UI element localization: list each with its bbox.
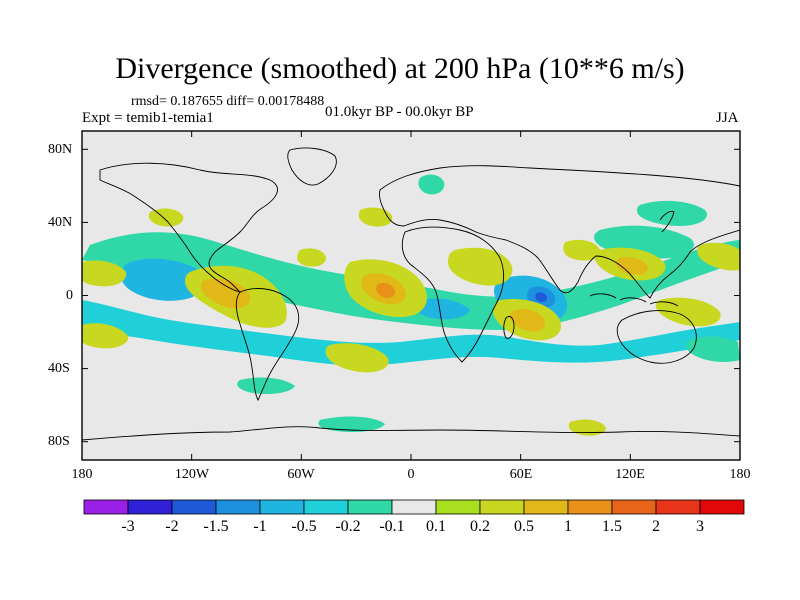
coast-eurasia (379, 165, 740, 299)
field-patch (82, 232, 740, 330)
field-patch (201, 278, 251, 309)
x-tick-label: 180 (71, 467, 93, 482)
field-patch (121, 258, 205, 301)
colorbar-box (127, 499, 173, 515)
coast-australia (616, 310, 697, 364)
colorbar-label: -0.1 (379, 518, 405, 535)
colorbar-box (479, 499, 525, 515)
colorbar-box (171, 499, 217, 515)
coast-africa (401, 226, 505, 363)
coastlines (82, 147, 740, 441)
colorbar-box (259, 499, 305, 515)
colorbar-label: 1 (564, 518, 572, 535)
coast-north-america (99, 162, 278, 293)
colorbar-label: -2 (165, 518, 179, 535)
field-patch (358, 207, 393, 227)
field-patch (318, 416, 385, 432)
colorbar-label: 0.2 (470, 518, 490, 535)
y-tick-label: 40N (48, 215, 73, 230)
field-patch (237, 377, 295, 394)
field-patch (415, 298, 470, 320)
field-patch (82, 300, 740, 366)
colorbar-label: -1.5 (203, 518, 229, 535)
colorbar-label: -0.2 (335, 518, 361, 535)
colorbar-box (303, 499, 349, 515)
coast-indonesia (589, 293, 679, 307)
colorbar (83, 499, 745, 515)
field-patch (448, 247, 513, 286)
coast-antarctica (82, 426, 740, 441)
experiment-label: Expt = temib1-temia1 (82, 110, 214, 126)
axis-ticks (81, 131, 741, 460)
colorbar-label: -0.5 (291, 518, 317, 535)
colorbar-box (699, 499, 745, 515)
x-tick-label: 60W (287, 467, 315, 482)
x-tick-label: 120W (174, 467, 210, 482)
colorbar-box (655, 499, 701, 515)
field-patch (685, 336, 740, 362)
x-tick-label: 180 (729, 467, 751, 482)
field-patch (697, 242, 740, 271)
field-patch (510, 309, 546, 332)
season-label: JJA (716, 110, 739, 126)
field-patch (655, 297, 721, 327)
x-tick-label: 120E (615, 467, 645, 482)
colorbar-label: -3 (121, 518, 135, 535)
y-tick-label: 80N (48, 142, 73, 157)
x-tick-label: 0 (407, 467, 415, 482)
colorbar-box (83, 499, 129, 515)
field-patch (615, 257, 648, 275)
field-patch (535, 292, 547, 302)
field-patch (376, 282, 395, 298)
coast-greenland (287, 147, 337, 186)
colorbar-box (215, 499, 261, 515)
x-tick-label: 60E (509, 467, 533, 482)
colorbar-label: -1 (253, 518, 267, 535)
plot-title: Divergence (smoothed) at 200 hPa (10**6 … (115, 52, 685, 85)
divergence-field (82, 174, 740, 436)
y-tick-label: 0 (66, 288, 73, 303)
field-patch (568, 419, 606, 436)
colorbar-box (347, 499, 393, 515)
coast-south-america (235, 288, 300, 402)
field-patch (82, 323, 129, 349)
colorbar-label: 0.5 (514, 518, 534, 535)
colorbar-box (435, 499, 481, 515)
colorbar-label: 1.5 (602, 518, 622, 535)
coast-madagascar (503, 315, 515, 339)
field-patch (325, 343, 389, 373)
y-tick-label: 80S (48, 434, 70, 449)
field-patch (636, 200, 708, 226)
coast-japan (659, 211, 675, 233)
rmsd-diff-label: rmsd= 0.187655 diff= 0.00178488 (131, 94, 325, 109)
colorbar-label: 0.1 (426, 518, 446, 535)
field-patch (297, 248, 326, 267)
colorbar-label: 2 (652, 518, 660, 535)
colorbar-box (567, 499, 613, 515)
colorbar-box (523, 499, 569, 515)
period-label: 01.0kyr BP - 00.0kyr BP (325, 104, 474, 120)
colorbar-box (391, 499, 437, 515)
colorbar-label: 3 (696, 518, 704, 535)
colorbar-box (611, 499, 657, 515)
field-patch (418, 174, 445, 195)
field-patch (82, 260, 127, 287)
field-patch (563, 239, 601, 261)
y-tick-label: 40S (48, 361, 70, 376)
